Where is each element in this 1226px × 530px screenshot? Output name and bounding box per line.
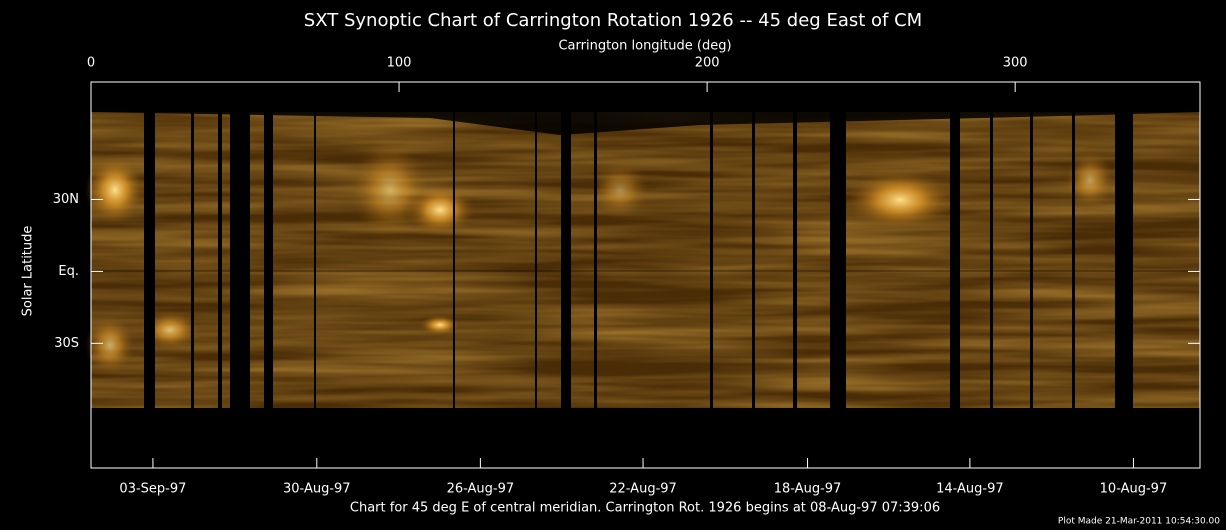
footnote: Plot Made 21-Mar-2011 10:54:30.00 — [1058, 517, 1220, 527]
x-tick-label: 100 — [387, 56, 412, 71]
y-tick-label: 30N — [53, 192, 79, 207]
plot-frame — [90, 81, 1201, 469]
x-tick-label: 200 — [695, 56, 720, 71]
bright-region — [85, 315, 135, 375]
date-tick-label: 30-Aug-97 — [283, 482, 351, 497]
y-axis-label: Solar Latitude — [21, 226, 36, 317]
date-tick-label: 03-Sep-97 — [119, 482, 186, 497]
y-tick-label: 30S — [54, 336, 79, 351]
date-tick-label: 22-Aug-97 — [609, 482, 677, 497]
synoptic-image — [85, 82, 1200, 410]
bright-region — [350, 140, 430, 240]
image-texture — [91, 112, 1200, 408]
chart-title: SXT Synoptic Chart of Carrington Rotatio… — [304, 10, 922, 31]
bright-region — [845, 170, 955, 230]
image-tint — [91, 112, 1200, 408]
data-gaps — [144, 108, 1133, 410]
date-tick-label: 10-Aug-97 — [1100, 482, 1168, 497]
x-tick-label: 300 — [1003, 56, 1028, 71]
bright-region — [590, 160, 650, 220]
date-tick-label: 18-Aug-97 — [774, 482, 842, 497]
bright-region — [85, 155, 145, 225]
bright-region — [420, 315, 460, 335]
x-axis-label: Carrington longitude (deg) — [558, 39, 731, 54]
limb-shadow — [91, 82, 1200, 135]
y-tick-label: Eq. — [58, 264, 79, 279]
date-tick-label: 26-Aug-97 — [447, 482, 515, 497]
caption: Chart for 45 deg E of central meridian. … — [350, 501, 940, 516]
date-tick-label: 14-Aug-97 — [936, 482, 1004, 497]
bright-region — [1065, 150, 1115, 210]
x-tick-label: 0 — [87, 56, 95, 71]
